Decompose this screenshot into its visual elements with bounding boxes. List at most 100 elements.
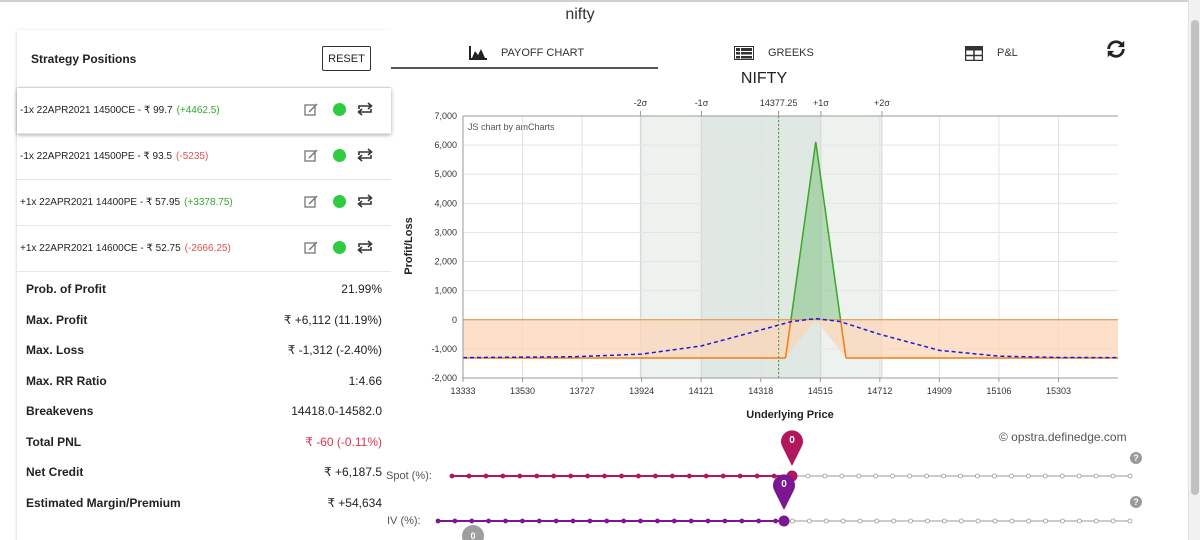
iv-slider-step	[553, 518, 559, 524]
spot-slider-step	[517, 473, 523, 479]
tab-greeks[interactable]: GREEKS	[734, 38, 814, 68]
iv-slider-step	[1060, 518, 1065, 524]
edit-icon[interactable]	[304, 148, 318, 162]
iv-help-icon[interactable]: ?	[1130, 496, 1142, 508]
spot-slider-step	[1093, 473, 1099, 479]
iv-slider-step	[891, 518, 897, 524]
active-status-dot-icon[interactable]	[333, 240, 346, 254]
position-row[interactable]: -1x 22APR2021 14500CE - ₹ 99.7 (+4462.5)	[17, 88, 391, 134]
swap-icon[interactable]	[357, 194, 373, 208]
iv-slider-step	[469, 518, 475, 524]
iv-slider-step	[925, 518, 930, 524]
iv-slider-step	[604, 518, 610, 524]
tab-pnl-label: P&L	[997, 47, 1018, 59]
position-row[interactable]: -1x 22APR2021 14500PE - ₹ 93.5 (-5235)	[17, 134, 391, 180]
tab-pnl[interactable]: P&L	[965, 38, 1018, 68]
spot-help-icon[interactable]: ?	[1130, 452, 1142, 464]
iv-slider-step	[941, 518, 947, 524]
iv-slider-step	[688, 518, 694, 524]
stat-row: Net Credit ₹ +6,187.5	[17, 457, 391, 488]
iv-slider-step	[452, 518, 458, 524]
page-title: nifty	[565, 6, 595, 23]
active-status-dot-icon[interactable]	[333, 102, 346, 116]
position-row[interactable]: +1x 22APR2021 14400PE - ₹ 57.95 (+3378.75…	[17, 180, 391, 226]
stat-row: Max. RR Ratio 1:4.66	[17, 366, 391, 397]
stat-value: 14418.0-14582.0	[291, 404, 382, 419]
iv-slider-step	[705, 518, 711, 524]
stat-row: Max. Loss ₹ -1,312 (-2.40%)	[17, 335, 391, 366]
position-row[interactable]: +1x 22APR2021 14600CE - ₹ 52.75 (-2666.25…	[17, 226, 391, 272]
iv-slider-step	[773, 518, 778, 524]
iv-slider-step	[806, 518, 812, 524]
spot-slider-bubble	[781, 430, 803, 466]
tab-payoff-chart-label: PAYOFF CHART	[501, 47, 585, 59]
iv-slider-step	[536, 518, 542, 524]
tab-greeks-label: GREEKS	[768, 47, 814, 59]
stat-label: Prob. of Profit	[26, 282, 106, 297]
swap-icon[interactable]	[357, 102, 373, 116]
grid-table-icon	[965, 45, 983, 61]
active-status-dot-icon[interactable]	[333, 194, 346, 208]
iv-slider-step	[1076, 518, 1082, 524]
iv-slider-step	[975, 518, 981, 524]
position-text: +1x 22APR2021 14600CE - ₹ 52.75	[20, 243, 181, 254]
tab-payoff-chart[interactable]: PAYOFF CHART	[469, 38, 584, 68]
spot-slider-step	[1059, 473, 1065, 479]
stat-value: ₹ -60 (-0.11%)	[305, 434, 382, 449]
stat-row: Prob. of Profit 21.99%	[17, 274, 391, 305]
position-text: -1x 22APR2021 14500PE - ₹ 93.5	[20, 151, 173, 162]
iv-slider-step	[1009, 518, 1015, 524]
iv-slider-handle[interactable]	[778, 515, 790, 527]
stat-row: Estimated Margin/Premium ₹ +54,634	[17, 488, 391, 519]
reset-button[interactable]: RESET	[322, 46, 371, 71]
iv-slider-step	[587, 518, 593, 524]
edit-icon[interactable]	[304, 102, 318, 116]
stat-label: Breakevens	[26, 404, 94, 419]
spot-slider-step	[839, 473, 845, 479]
spot-slider-step	[686, 473, 692, 479]
spot-slider-step	[992, 473, 997, 479]
spot-slider-step	[941, 473, 946, 479]
position-text: +1x 22APR2021 14400PE - ₹ 57.95	[20, 197, 181, 208]
active-status-dot-icon[interactable]	[333, 148, 346, 162]
iv-slider-step	[908, 518, 913, 524]
edit-icon[interactable]	[304, 240, 318, 254]
spot-slider-step	[636, 473, 641, 479]
spot-slider-step	[619, 473, 624, 479]
refresh-icon[interactable]	[1105, 38, 1127, 60]
spot-slider-step	[805, 473, 811, 479]
third-slider-bubble-value: 0	[470, 531, 475, 540]
spot-slider-step	[483, 473, 489, 479]
stat-value: ₹ +6,187.5	[323, 465, 382, 480]
spot-slider-step	[585, 473, 590, 479]
spot-slider-step	[822, 473, 828, 479]
stat-label: Net Credit	[26, 465, 84, 480]
stat-label: Max. RR Ratio	[26, 373, 107, 388]
iv-slider-step	[857, 518, 863, 524]
stat-label: Max. Profit	[26, 312, 88, 327]
iv-slider-step	[1127, 518, 1133, 524]
position-actions	[304, 148, 373, 162]
edit-icon[interactable]	[304, 194, 318, 208]
iv-slider-step	[655, 518, 660, 524]
spot-slider-step	[856, 473, 862, 479]
strategy-positions-header: Strategy Positions RESET	[17, 30, 391, 88]
spot-slider-step	[1008, 473, 1014, 479]
spot-slider-step	[500, 473, 506, 479]
vertical-scrollbar[interactable]	[1188, 0, 1200, 540]
iv-slider-bubble-value: 0	[781, 479, 787, 490]
iv-slider-step	[1093, 518, 1099, 524]
iv-slider-step	[638, 518, 643, 524]
iv-slider-step	[1026, 518, 1032, 524]
spot-slider-label: Spot (%):	[386, 470, 432, 482]
spot-slider-step	[907, 473, 913, 479]
stat-value: ₹ -1,312 (-2.40%)	[287, 343, 382, 358]
strategy-positions-panel: Strategy Positions RESET -1x 22APR2021 1…	[17, 30, 391, 540]
stat-row: Max. Profit ₹ +6,112 (11.19%)	[17, 305, 391, 336]
scrollbar-thumb[interactable]	[1191, 20, 1199, 495]
swap-icon[interactable]	[357, 240, 373, 254]
area-chart-icon	[469, 46, 487, 60]
position-pnl: (+4462.5)	[176, 105, 220, 116]
iv-slider-step	[435, 518, 441, 524]
swap-icon[interactable]	[357, 148, 373, 162]
